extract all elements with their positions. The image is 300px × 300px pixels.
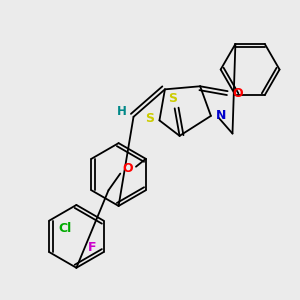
- Text: N: N: [215, 110, 226, 122]
- Text: Cl: Cl: [58, 222, 71, 235]
- Text: S: S: [168, 92, 177, 105]
- Text: O: O: [232, 87, 243, 100]
- Text: H: H: [117, 105, 127, 119]
- Text: F: F: [88, 241, 96, 254]
- Text: O: O: [123, 162, 134, 175]
- Text: S: S: [145, 112, 154, 125]
